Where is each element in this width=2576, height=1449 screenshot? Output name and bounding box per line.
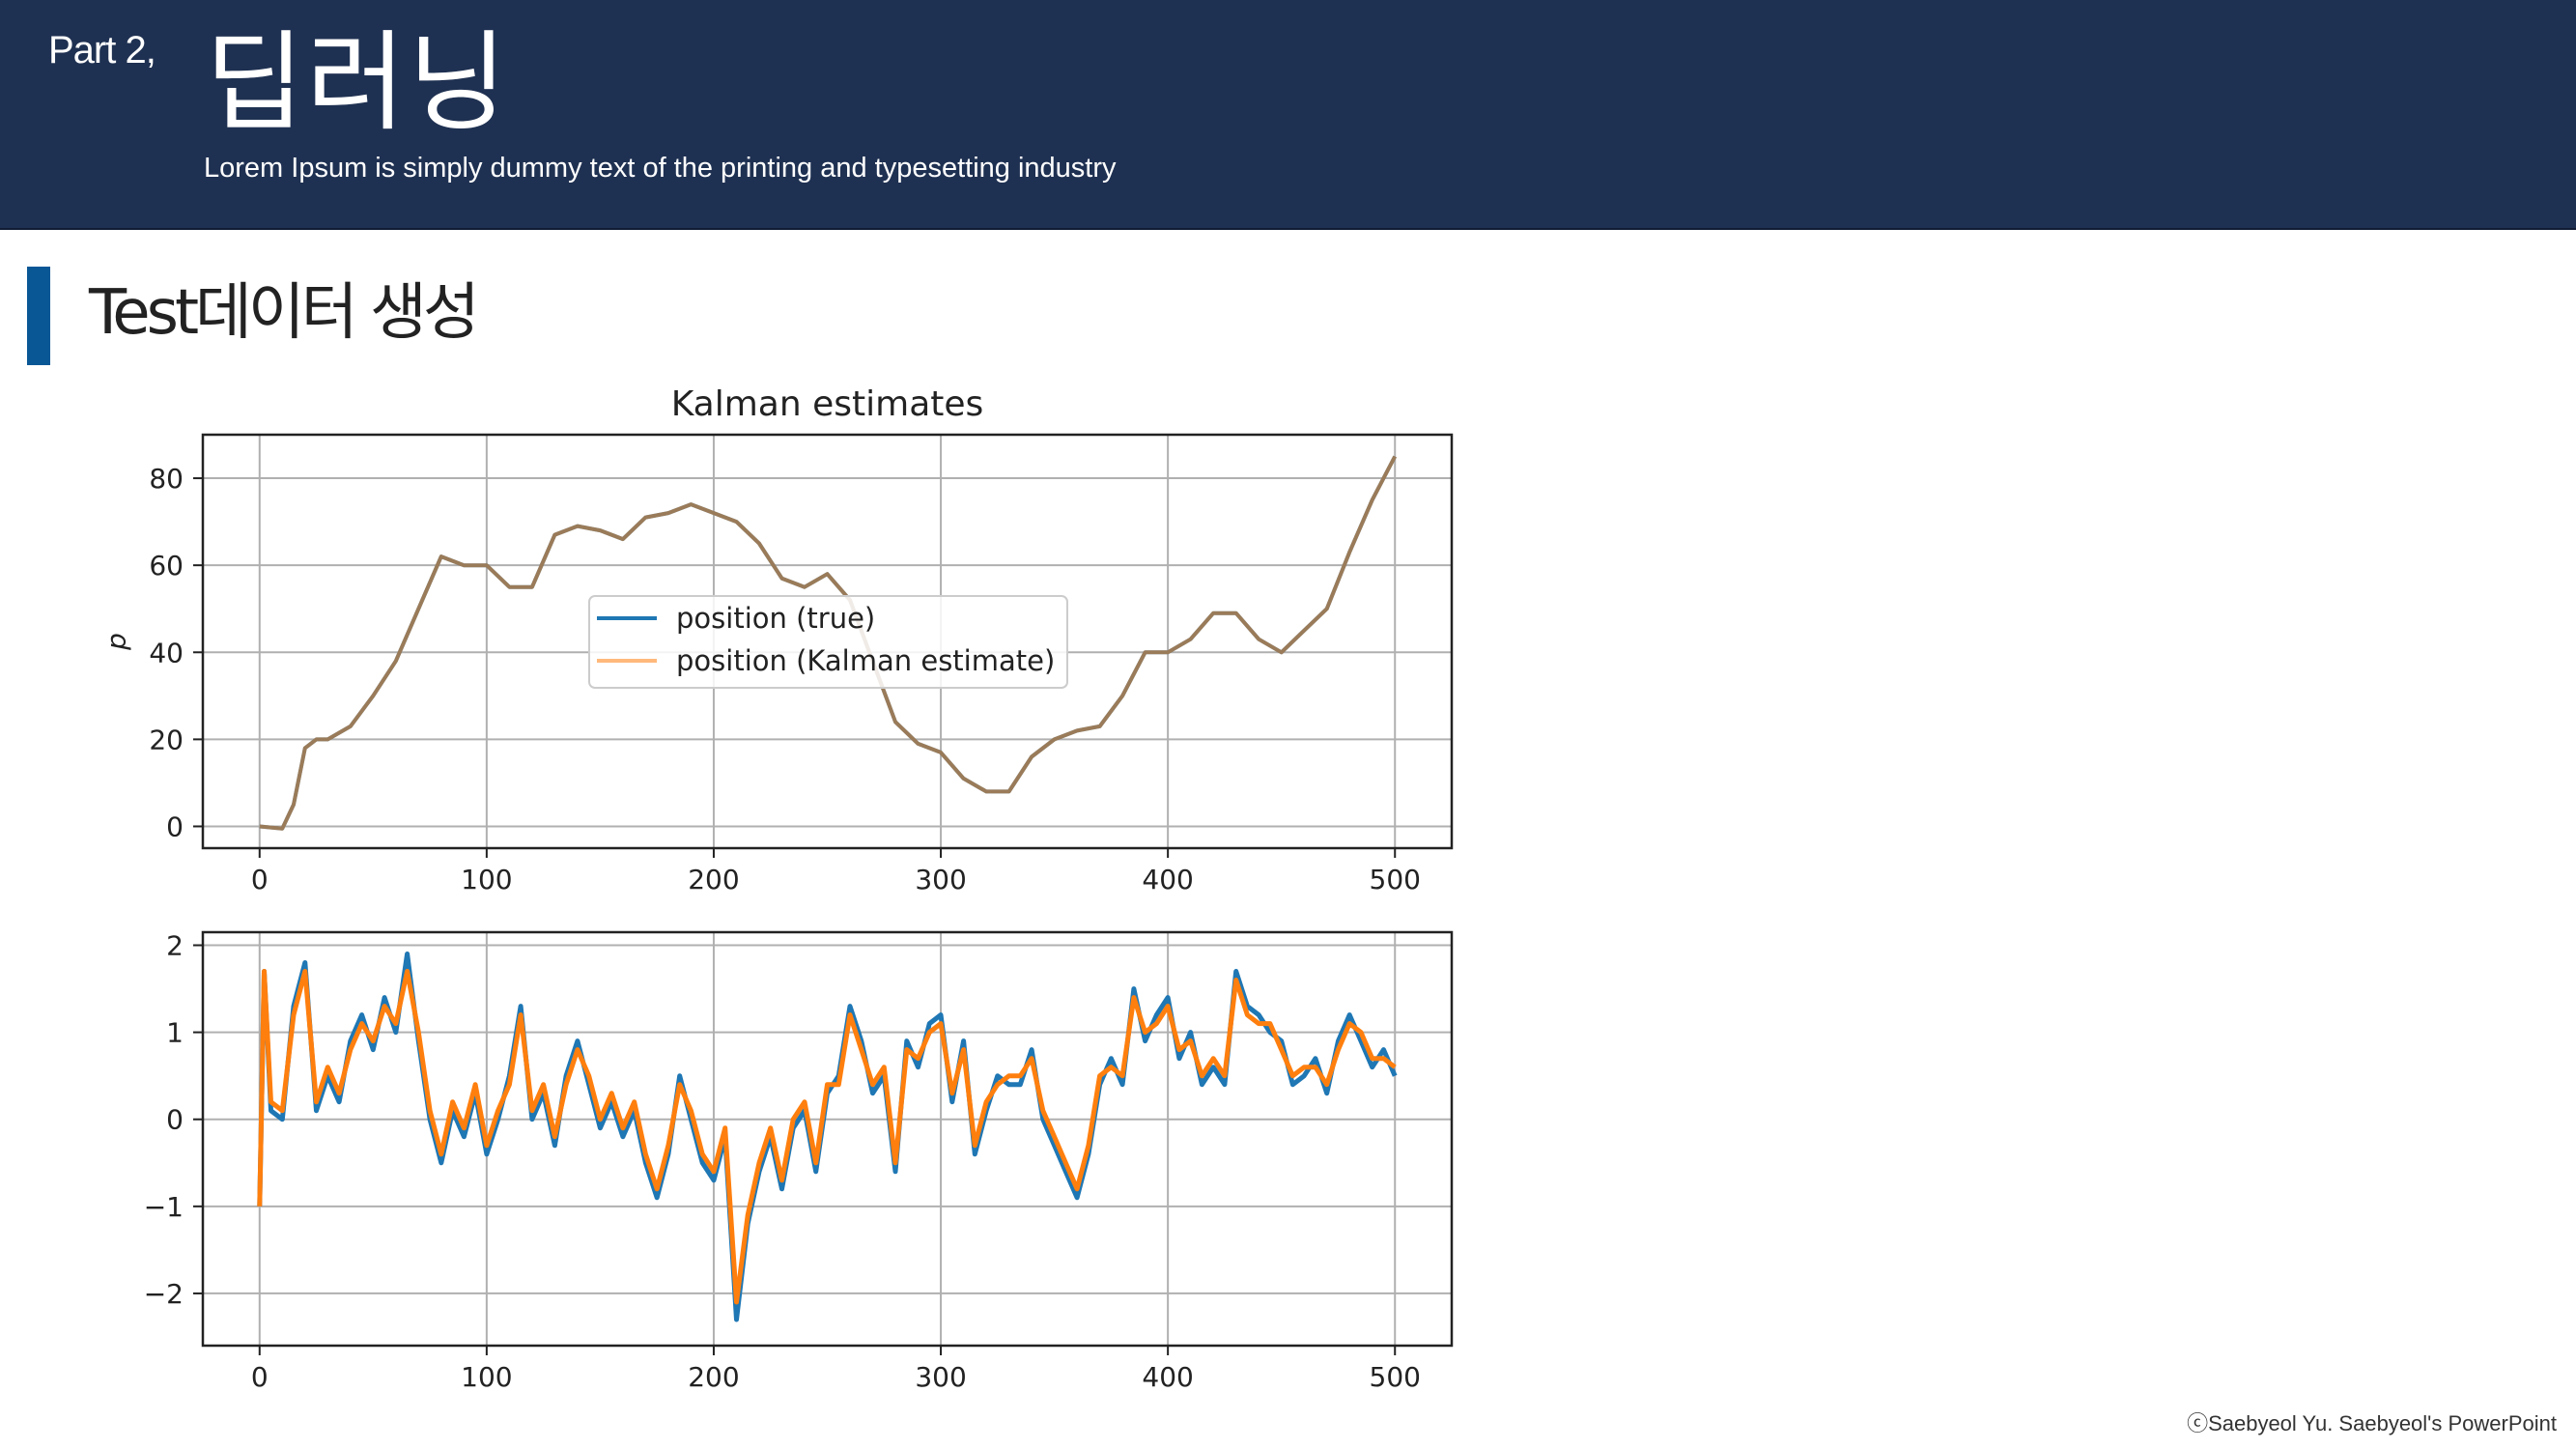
x-tick-label: 500	[1370, 864, 1421, 895]
x-tick-label: 0	[251, 1361, 269, 1391]
page-title: 딥러닝	[205, 20, 510, 146]
y-tick-label: 1	[166, 1017, 184, 1049]
footer-copyright: ⓒSaebyeol Yu. Saebyeol's PowerPoint	[2187, 1411, 2557, 1435]
y-axis-label: p	[100, 633, 132, 651]
x-tick-label: 300	[915, 1361, 966, 1391]
page-subtitle: Lorem Ipsum is simply dummy text of the …	[204, 153, 1117, 184]
x-tick-label: 400	[1142, 1361, 1193, 1391]
plot-area	[203, 932, 1452, 1346]
header-divider	[0, 228, 2576, 230]
x-tick-label: 400	[1142, 864, 1193, 895]
y-tick-label: 0	[166, 1104, 184, 1136]
section-accent-bar	[27, 267, 50, 365]
x-tick-label: 100	[461, 1361, 512, 1391]
y-tick-label: 2	[166, 930, 184, 962]
legend-label-1: position (true)	[676, 602, 875, 635]
plot-frame	[201, 930, 1454, 1348]
y-tick-label: −2	[144, 1278, 184, 1310]
section-title: Test데이터 생성	[89, 277, 480, 349]
chart-title: Kalman estimates	[671, 384, 984, 424]
x-tick-label: 200	[688, 1361, 739, 1391]
y-tick-label: 40	[149, 637, 184, 668]
x-tick-label: 200	[688, 864, 739, 895]
y-tick-label: 60	[149, 550, 184, 582]
y-tick-label: 80	[149, 463, 184, 495]
x-tick-label: 300	[915, 864, 966, 895]
x-tick-label: 0	[251, 864, 269, 895]
header-banner	[0, 0, 2576, 228]
y-tick-label: 20	[149, 724, 184, 755]
legend-label-2: position (Kalman estimate)	[676, 644, 1055, 677]
chart-2: 0 100 200 300 400 500 2 1 0 −1 −2	[144, 930, 1454, 1391]
series-line-2	[257, 969, 1397, 1305]
y-tick-label: 0	[166, 810, 184, 842]
x-tick-label: 100	[461, 864, 512, 895]
plot-frame	[201, 433, 1454, 850]
part-label: Part 2,	[48, 29, 156, 71]
chart-1: 0 100 200 300 400 500 0 20 40 60 80 Kalman estimate…	[100, 384, 1454, 895]
x-tick-label: 500	[1370, 1361, 1421, 1391]
y-tick-label: −1	[144, 1191, 184, 1223]
series-line-2	[259, 455, 1397, 831]
legend: position (true) position (Kalman estimate…	[588, 595, 1068, 689]
legend-box	[588, 595, 1068, 689]
